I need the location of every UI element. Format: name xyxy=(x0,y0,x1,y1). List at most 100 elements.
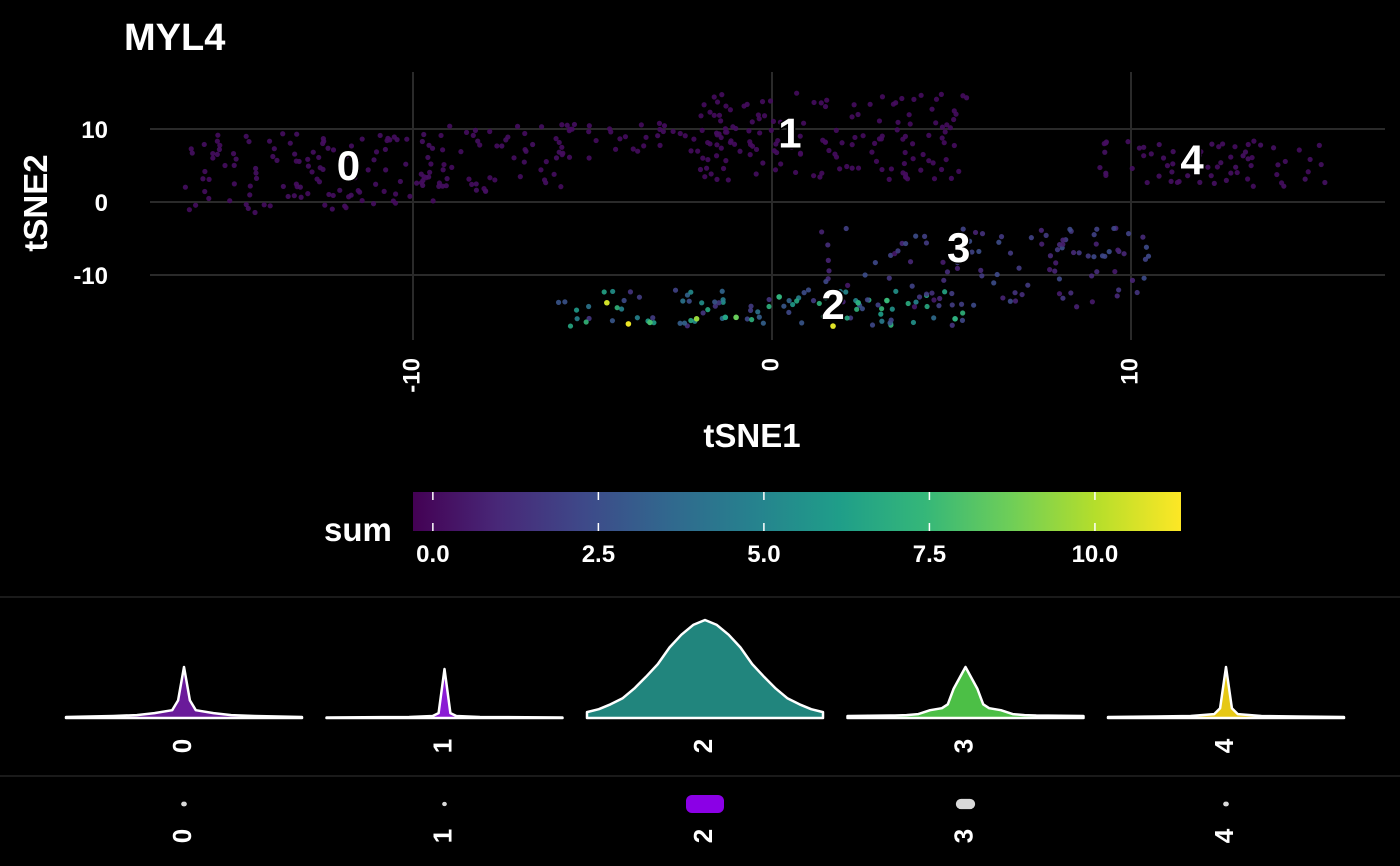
scatter-point xyxy=(991,280,997,286)
scatter-point xyxy=(443,183,449,189)
scatter-point xyxy=(492,177,498,183)
scatter-point xyxy=(200,176,206,182)
scatter-point xyxy=(1176,178,1182,185)
scatter-point xyxy=(403,161,409,167)
scatter-point xyxy=(559,122,565,128)
scatter-point xyxy=(862,272,868,278)
scatter-point xyxy=(293,158,299,164)
scatter-point xyxy=(699,300,705,306)
scatter-point xyxy=(636,294,643,300)
scatter-point xyxy=(487,128,493,135)
scatter-point xyxy=(1218,160,1224,166)
scatter-point xyxy=(1242,149,1249,155)
scatter-point xyxy=(670,128,676,135)
scatter-point xyxy=(494,143,500,149)
scatter-point xyxy=(767,98,774,104)
scatter-point xyxy=(1307,156,1313,163)
scatter-point xyxy=(1112,268,1118,275)
x-axis-label: tSNE1 xyxy=(703,417,800,454)
colorbar-ticks: 0.0 2.5 5.0 7.5 10.0 xyxy=(416,492,1118,568)
scatter-point xyxy=(487,175,493,181)
scatter-point xyxy=(949,302,955,308)
violin-shape xyxy=(1106,665,1346,720)
scatter-point xyxy=(271,146,277,152)
scatter-point xyxy=(661,123,668,129)
scatter-point xyxy=(835,313,841,320)
scatter-point xyxy=(189,150,195,156)
scatter-point xyxy=(789,144,795,150)
scatter-point xyxy=(926,158,932,164)
scatter-point xyxy=(447,123,453,129)
scatter-point xyxy=(217,142,223,148)
scatter-point xyxy=(933,120,939,126)
scatter-point xyxy=(849,165,855,171)
scatter-point xyxy=(845,282,851,288)
scatter-point xyxy=(404,136,410,142)
scatter-point xyxy=(697,166,704,173)
scatter-point xyxy=(902,149,908,156)
scatter-point xyxy=(428,161,434,167)
scatter-point xyxy=(903,174,909,180)
scatter-point xyxy=(473,187,480,193)
scatter-point xyxy=(252,209,258,216)
scatter-point xyxy=(760,160,766,166)
scatter-point xyxy=(297,184,303,190)
scatter-point xyxy=(695,148,701,154)
scatter-point xyxy=(643,134,649,140)
scatter-point xyxy=(230,151,237,157)
scatter-point xyxy=(894,127,900,133)
scatter-point xyxy=(886,176,892,182)
scatter-point xyxy=(267,203,273,209)
scatter-point xyxy=(352,175,358,181)
scatter-point xyxy=(1170,149,1176,155)
scatter-point xyxy=(826,268,832,274)
scatter-point xyxy=(867,101,873,107)
scatter-point xyxy=(931,297,937,303)
scatter-point xyxy=(911,96,917,102)
scatter-point xyxy=(1185,173,1191,179)
scatter-point xyxy=(1076,250,1082,256)
scatter-point xyxy=(553,155,560,161)
scatter-point xyxy=(418,180,425,186)
scatter-point xyxy=(1052,268,1058,274)
scatter-point xyxy=(879,94,886,100)
scatter-point xyxy=(344,153,350,159)
violin-shape xyxy=(325,667,564,720)
scatter-point xyxy=(210,155,216,161)
scatter-point xyxy=(1094,269,1100,275)
scatter-point xyxy=(1091,254,1097,260)
scatter-point xyxy=(727,107,733,113)
dot-marker xyxy=(1223,801,1229,807)
scatter-point xyxy=(1116,287,1122,293)
scatter-point xyxy=(720,165,727,172)
scatter-point xyxy=(855,165,862,171)
scatter-point xyxy=(274,157,280,163)
scatter-point xyxy=(517,174,523,180)
scatter-point xyxy=(994,271,1000,278)
scatter-point xyxy=(786,309,792,316)
scatter-point xyxy=(921,233,928,239)
scatter-point xyxy=(672,287,679,293)
scatter-point xyxy=(768,127,774,133)
scatter-point xyxy=(270,153,276,160)
scatter-point xyxy=(929,106,935,112)
scatter-point xyxy=(414,180,420,186)
scatter-point xyxy=(438,132,444,139)
scatter-point xyxy=(677,130,683,137)
scatter-point xyxy=(1074,304,1080,310)
scatter-point xyxy=(266,138,273,144)
scatter-point xyxy=(936,303,942,309)
violin-shape xyxy=(846,665,1085,720)
x-axis-ticks: -10 0 10 xyxy=(398,358,1143,393)
scatter-point xyxy=(1129,165,1135,172)
scatter-point xyxy=(430,198,436,204)
scatter-point xyxy=(708,171,714,177)
scatter-point xyxy=(909,141,916,147)
scatter-point xyxy=(567,323,574,329)
scatter-point xyxy=(923,291,930,297)
scatter-point xyxy=(373,149,380,155)
scatter-point xyxy=(749,119,755,125)
scatter-point xyxy=(514,123,521,129)
dot-marker xyxy=(442,801,447,807)
scatter-point xyxy=(1305,169,1311,175)
